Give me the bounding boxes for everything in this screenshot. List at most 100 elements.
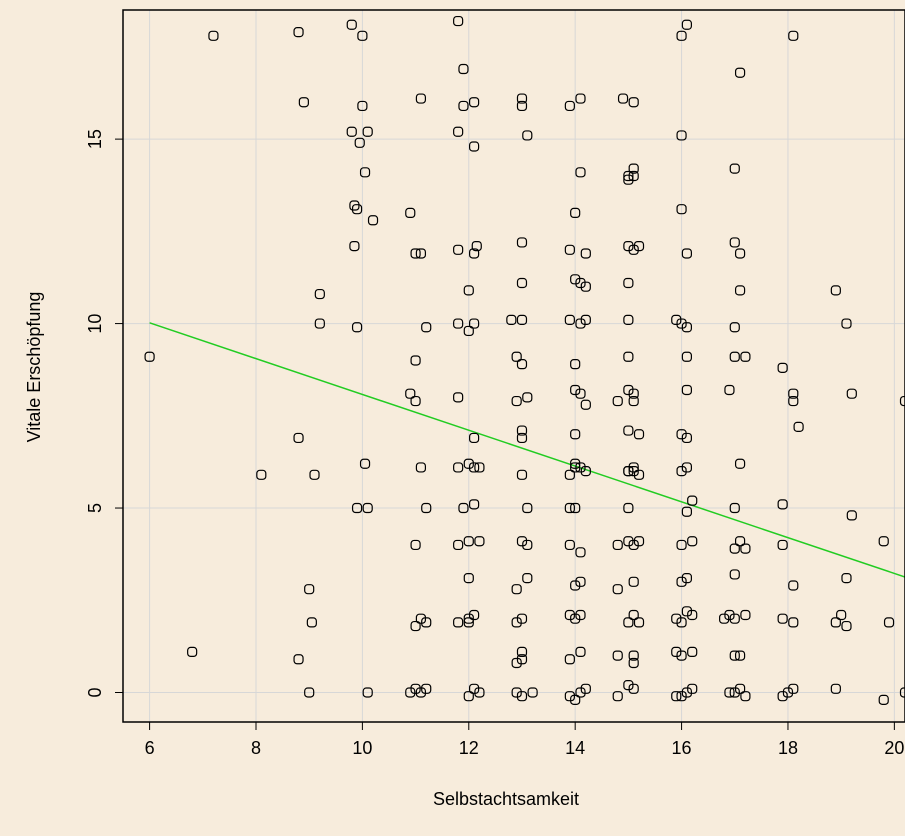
data-point bbox=[564, 539, 575, 551]
data-point bbox=[788, 395, 799, 407]
data-point bbox=[628, 683, 639, 694]
data-point bbox=[681, 687, 692, 698]
x-axis: 6 8 10 12 14 16 18 20 bbox=[145, 722, 904, 758]
data-point bbox=[676, 466, 687, 477]
data-point bbox=[516, 646, 528, 658]
data-point bbox=[612, 539, 623, 551]
data-point bbox=[415, 248, 427, 259]
data-point bbox=[734, 458, 746, 469]
data-point bbox=[628, 650, 639, 661]
data-point bbox=[474, 462, 485, 473]
data-point bbox=[511, 351, 522, 362]
data-point bbox=[777, 362, 788, 373]
data-point bbox=[410, 620, 421, 632]
data-point bbox=[522, 539, 533, 551]
data-point bbox=[878, 694, 889, 705]
data-point bbox=[729, 237, 740, 248]
data-point bbox=[570, 580, 581, 591]
data-point bbox=[846, 388, 857, 399]
data-point bbox=[612, 395, 623, 407]
data-point bbox=[681, 432, 692, 444]
data-point bbox=[788, 683, 799, 694]
data-point bbox=[628, 466, 639, 477]
data-point bbox=[623, 502, 634, 514]
data-point bbox=[580, 248, 591, 259]
data-point bbox=[740, 543, 751, 554]
data-point bbox=[628, 395, 639, 407]
data-point bbox=[516, 237, 528, 248]
data-point bbox=[351, 502, 363, 514]
data-point bbox=[628, 170, 639, 182]
data-point bbox=[516, 359, 528, 370]
data-point bbox=[628, 539, 639, 551]
data-point bbox=[687, 495, 698, 506]
data-point bbox=[564, 609, 575, 621]
data-point bbox=[777, 613, 788, 624]
y-axis-title: Vitale Erschöpfung bbox=[24, 292, 44, 443]
data-point bbox=[623, 617, 634, 628]
data-point bbox=[516, 613, 528, 624]
data-point bbox=[314, 288, 325, 300]
data-point bbox=[633, 241, 645, 252]
data-point bbox=[617, 93, 629, 104]
data-point bbox=[463, 691, 474, 702]
data-point bbox=[359, 167, 371, 178]
data-point bbox=[633, 536, 645, 547]
data-point bbox=[729, 569, 740, 580]
data-point bbox=[410, 683, 421, 694]
data-point bbox=[362, 687, 373, 698]
data-point bbox=[458, 100, 469, 112]
data-point bbox=[628, 163, 639, 174]
data-point bbox=[612, 650, 623, 661]
y-axis: 0 5 10 15 bbox=[85, 129, 123, 697]
data-point bbox=[899, 395, 905, 407]
data-point bbox=[676, 204, 687, 215]
data-point bbox=[628, 576, 639, 587]
data-point bbox=[469, 318, 480, 329]
data-point bbox=[506, 314, 517, 325]
x-tick-label: 20 bbox=[884, 738, 904, 758]
data-point bbox=[463, 573, 474, 584]
data-point bbox=[580, 466, 591, 477]
data-point bbox=[633, 429, 645, 440]
data-point bbox=[729, 687, 740, 698]
data-point bbox=[830, 285, 841, 296]
data-point bbox=[293, 654, 304, 665]
data-point bbox=[453, 539, 464, 551]
data-point bbox=[729, 502, 740, 514]
data-point bbox=[474, 536, 485, 547]
data-point bbox=[346, 19, 357, 30]
data-point bbox=[405, 207, 416, 219]
data-point bbox=[841, 318, 852, 329]
data-point bbox=[458, 502, 469, 514]
data-point bbox=[724, 687, 735, 698]
data-points bbox=[144, 15, 905, 705]
data-point bbox=[516, 425, 528, 436]
data-point bbox=[357, 100, 368, 112]
data-point bbox=[421, 617, 432, 628]
data-point bbox=[474, 687, 485, 698]
data-point bbox=[410, 395, 421, 407]
data-point bbox=[676, 130, 687, 141]
data-point bbox=[511, 584, 522, 595]
data-point bbox=[304, 584, 315, 595]
data-point bbox=[724, 609, 735, 621]
data-point bbox=[676, 30, 687, 41]
data-point bbox=[421, 502, 432, 514]
data-point bbox=[628, 97, 639, 108]
data-point bbox=[304, 687, 315, 698]
data-point bbox=[681, 462, 692, 473]
data-point bbox=[681, 322, 692, 333]
data-point bbox=[633, 617, 645, 628]
data-point bbox=[354, 137, 365, 148]
data-point bbox=[729, 650, 740, 661]
data-point bbox=[306, 617, 317, 628]
data-point bbox=[575, 277, 586, 289]
data-point bbox=[516, 691, 528, 702]
data-point bbox=[623, 425, 634, 436]
data-point bbox=[575, 318, 586, 329]
data-point bbox=[623, 314, 634, 325]
data-point bbox=[676, 539, 687, 551]
data-point bbox=[516, 432, 528, 444]
data-point bbox=[405, 388, 416, 399]
